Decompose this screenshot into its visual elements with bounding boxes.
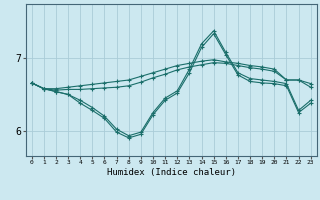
X-axis label: Humidex (Indice chaleur): Humidex (Indice chaleur) bbox=[107, 168, 236, 177]
